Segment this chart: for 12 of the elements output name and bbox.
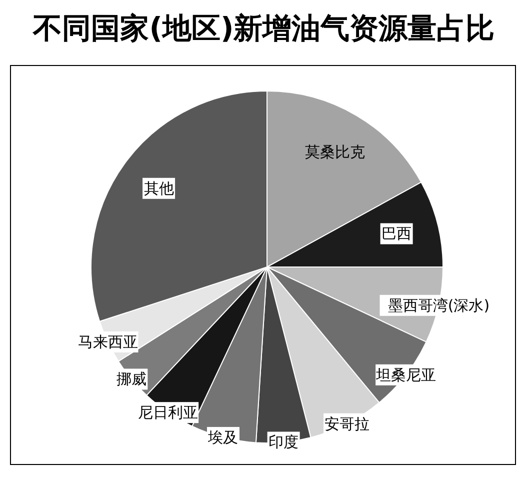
slice-label: 其他 (144, 179, 174, 198)
slice-label: 巴西 (382, 224, 412, 243)
slice-label: 安哥拉 (324, 414, 370, 433)
slice-label: 尼日利亚 (138, 404, 198, 422)
chart-title: 不同国家(地区)新增油气资源量占比 (32, 10, 496, 47)
slice-label: 坦桑尼亚 (375, 366, 436, 384)
slice-label: 墨西哥湾(深水) (388, 296, 490, 314)
slice-label: 印度 (268, 433, 299, 452)
slice-label: 埃及 (207, 428, 238, 446)
slice-label: 挪威 (116, 370, 146, 388)
slice-label: 马来西亚 (78, 332, 138, 351)
slice-label: 莫桑比克 (305, 142, 366, 161)
